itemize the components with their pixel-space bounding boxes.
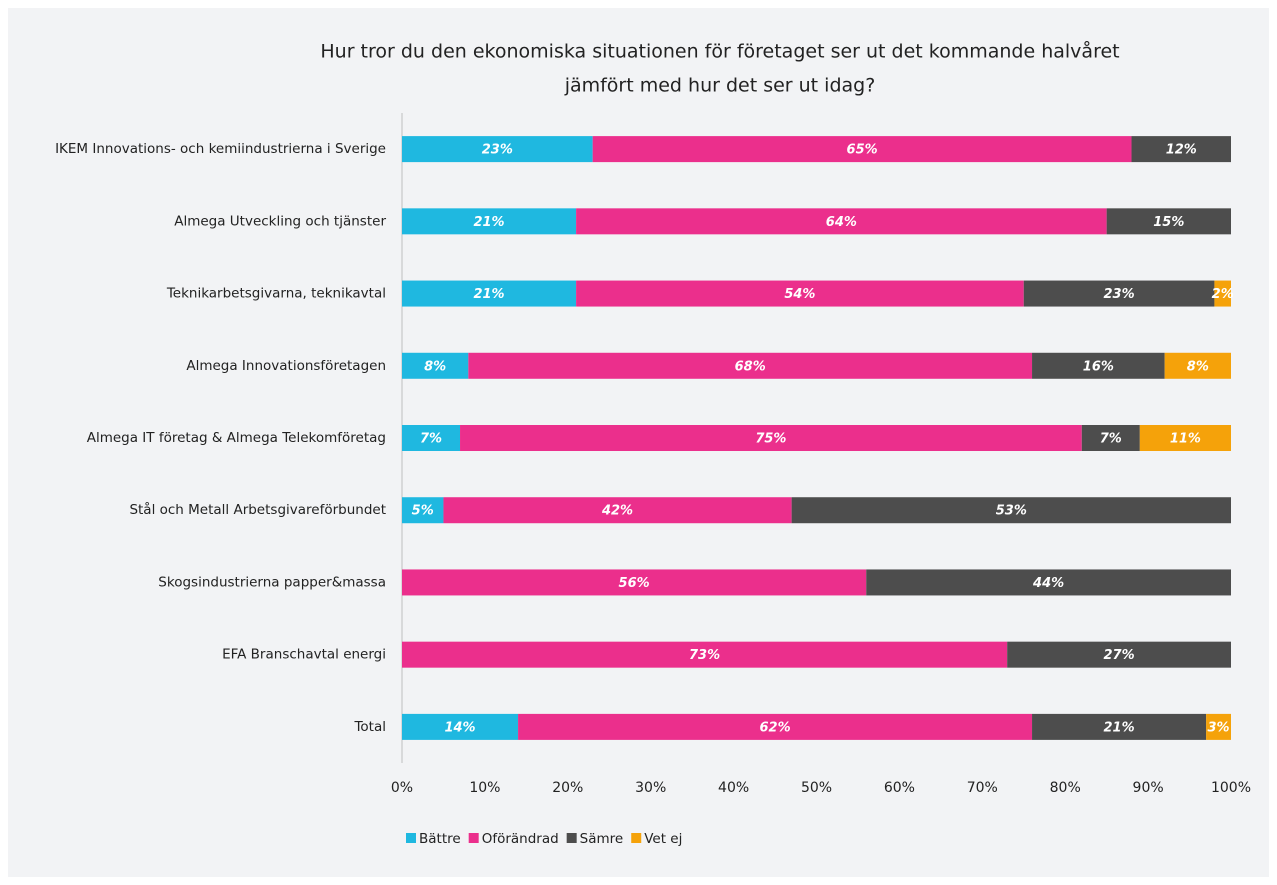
x-tick-label: 70% xyxy=(967,780,998,796)
bar-segment xyxy=(1206,713,1231,740)
data-label: 56% xyxy=(619,576,650,591)
data-label: 53% xyxy=(996,504,1027,519)
legend-swatch xyxy=(468,833,479,843)
bar-segment xyxy=(1131,136,1231,163)
bar-segment xyxy=(402,352,469,379)
bar-segment xyxy=(468,352,1033,379)
bar-segment xyxy=(1023,280,1215,307)
bar-segment xyxy=(402,569,867,596)
data-label: 75% xyxy=(755,432,786,447)
x-tick-label: 80% xyxy=(1050,780,1081,796)
bar-segment xyxy=(576,208,1107,235)
x-tick-label: 50% xyxy=(801,780,832,796)
bar-segment xyxy=(402,425,461,451)
data-label: 5% xyxy=(412,504,434,519)
bar-segment xyxy=(443,497,792,524)
y-tick-label: Stål och Metall Arbetsgivareförbundet xyxy=(129,501,386,518)
bar-segment xyxy=(1106,208,1231,235)
legend-label: Oförändrad xyxy=(482,831,559,847)
bar-segment xyxy=(460,425,1082,451)
data-label: 7% xyxy=(420,432,442,447)
data-label: 65% xyxy=(847,143,878,158)
bar-segment xyxy=(402,280,577,307)
x-tick-label: 40% xyxy=(718,780,749,796)
legend-swatch xyxy=(406,833,416,843)
y-tick-label: Almega IT företag & Almega Telekomföreta… xyxy=(87,430,386,446)
data-label: 8% xyxy=(1187,359,1209,374)
data-label: 68% xyxy=(735,359,766,374)
bar-segment xyxy=(402,136,593,163)
x-tick-label: 10% xyxy=(469,780,500,796)
data-label: 3% xyxy=(1208,720,1230,735)
y-tick-label: Almega Utveckling och tjänster xyxy=(174,213,386,229)
bar-segment xyxy=(592,136,1132,163)
y-tick-label: Teknikarbetsgivarna, teknikavtal xyxy=(166,286,386,302)
bar-segment xyxy=(402,208,577,235)
data-label: 14% xyxy=(444,720,475,735)
bar-segment xyxy=(1007,641,1231,668)
bar-segment xyxy=(791,497,1231,524)
x-tick-label: 20% xyxy=(552,780,583,796)
y-tick-label: Almega Innovationsföretagen xyxy=(186,358,386,374)
bar-segment xyxy=(402,713,519,740)
data-label: 42% xyxy=(601,504,633,519)
data-label: 23% xyxy=(482,143,513,158)
data-label: 11% xyxy=(1170,432,1201,447)
bar-segment xyxy=(1214,280,1231,307)
data-label: 44% xyxy=(1032,576,1064,591)
y-tick-label: EFA Branschavtal energi xyxy=(222,647,386,663)
data-label: 21% xyxy=(1104,720,1135,735)
bar-segment xyxy=(518,713,1033,740)
data-label: 21% xyxy=(473,287,504,302)
x-tick-label: 90% xyxy=(1133,780,1164,796)
bar-segment xyxy=(402,497,444,524)
legend-swatch xyxy=(631,833,642,843)
data-label: 8% xyxy=(424,359,446,374)
data-label: 54% xyxy=(784,287,815,302)
legend-swatch xyxy=(566,833,577,843)
bar-segment xyxy=(402,641,1008,668)
data-label: 12% xyxy=(1166,143,1197,158)
data-label: 73% xyxy=(689,648,720,663)
bar-segment xyxy=(1032,713,1207,740)
x-tick-label: 30% xyxy=(635,780,666,796)
chart-title: Hur tror du den ekonomiska situationen f… xyxy=(320,40,1119,63)
bar-segment xyxy=(1164,352,1231,379)
legend-label: Vet ej xyxy=(644,831,682,847)
legend-label: Bättre xyxy=(419,831,461,847)
data-label: 15% xyxy=(1153,215,1184,230)
legend-label: Sämre xyxy=(580,831,624,847)
x-tick-label: 100% xyxy=(1211,780,1251,796)
data-label: 64% xyxy=(826,215,857,230)
data-label: 27% xyxy=(1104,648,1135,663)
bar-segment xyxy=(1139,425,1231,451)
y-tick-label: IKEM Innovations- och kemiindustrierna i… xyxy=(55,141,386,157)
data-label: 7% xyxy=(1100,432,1122,447)
bar-segment xyxy=(1081,425,1140,451)
data-label: 23% xyxy=(1104,287,1135,302)
data-label: 16% xyxy=(1083,359,1114,374)
x-tick-label: 60% xyxy=(884,780,915,796)
x-tick-label: 0% xyxy=(391,780,413,796)
y-tick-label: Total xyxy=(353,719,386,735)
bar-segment xyxy=(866,569,1231,596)
bar-segment xyxy=(1032,352,1165,379)
data-label: 21% xyxy=(473,215,504,230)
y-tick-label: Skogsindustrierna papper&massa xyxy=(158,574,386,590)
chart-title: jämfört med hur det ser ut idag? xyxy=(564,75,876,97)
data-label: 62% xyxy=(759,720,790,735)
bar-segment xyxy=(576,280,1024,307)
data-label: 2% xyxy=(1212,287,1234,302)
